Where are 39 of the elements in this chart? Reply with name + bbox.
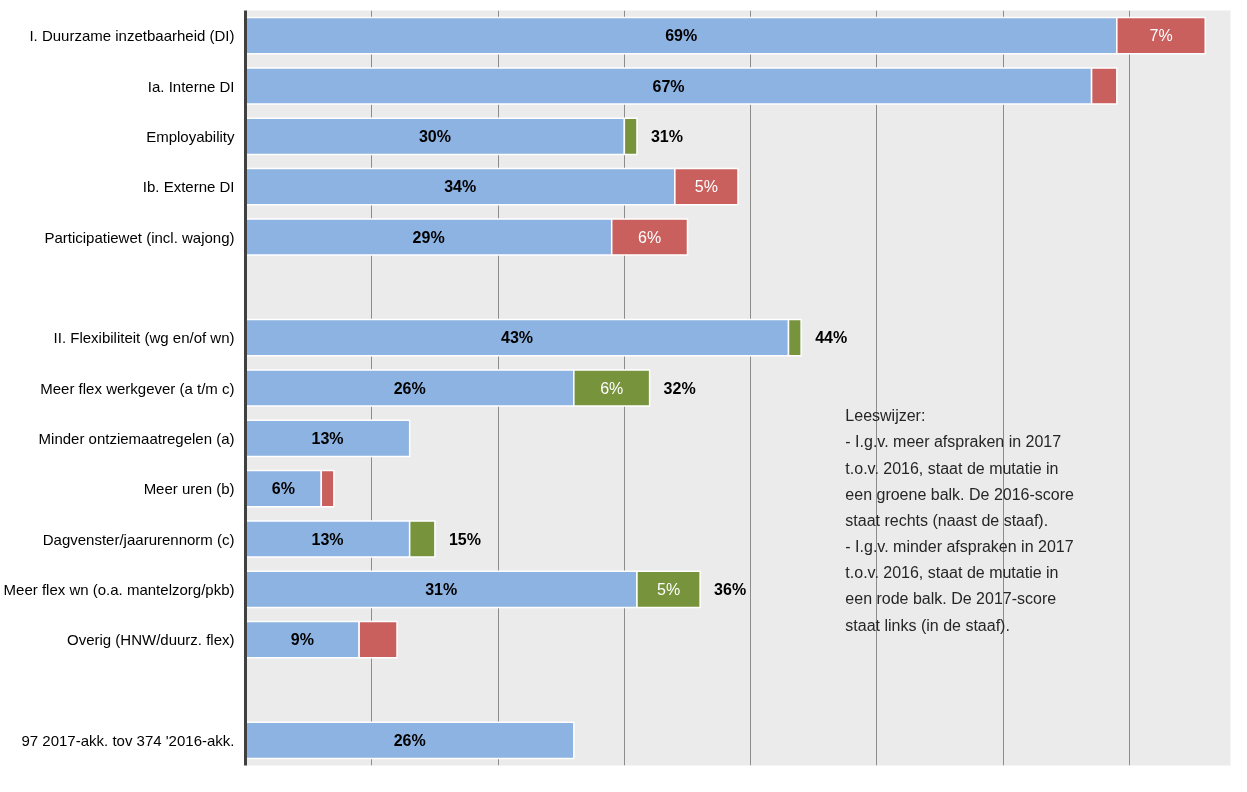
y-tick-label: Meer flex werkgever (a t/m c) <box>40 379 235 397</box>
bar <box>245 419 411 458</box>
y-tick-label: Employability <box>146 127 235 145</box>
data-label: 31% <box>425 580 458 598</box>
total-label: 36% <box>714 580 747 598</box>
total-label: 31% <box>650 127 684 145</box>
y-tick-label: 97 2017-akk. tov 374 '2016-akk. <box>21 731 235 749</box>
data-label: 6% <box>638 228 662 246</box>
data-label: 67% <box>652 77 685 95</box>
data-label: 30% <box>418 127 451 145</box>
data-label: 5% <box>694 178 718 196</box>
data-label: 13% <box>311 530 344 548</box>
bar <box>245 721 575 760</box>
data-label: 34% <box>444 178 477 196</box>
y-tick-label: II. Flexibiliteit (wg en/of wn) <box>53 329 235 347</box>
y-tick-label: Minder ontziemaatregelen (a) <box>38 429 235 447</box>
data-label: 29% <box>412 228 445 246</box>
y-tick-label: Meer flex wn (o.a. mantelzorg/pkb) <box>3 580 235 598</box>
data-label: 26% <box>393 379 426 397</box>
data-label: 9% <box>290 631 314 649</box>
data-label: 43% <box>500 329 534 347</box>
data-label: 6% <box>271 480 295 498</box>
y-tick-label: I. Duurzame inzetbaarheid (DI) <box>29 27 235 45</box>
data-label: 13% <box>311 429 344 447</box>
y-tick-label: Dagvenster/jaarurennorm (c) <box>42 530 235 548</box>
total-label: 32% <box>663 379 696 397</box>
data-label: 5% <box>656 580 681 598</box>
total-label: 15% <box>448 530 481 548</box>
data-label: 69% <box>665 27 698 45</box>
y-tick-label: Ib. Externe DI <box>142 178 235 196</box>
data-label: 26% <box>393 731 426 749</box>
total-label: 44% <box>815 329 848 347</box>
y-tick-label: Meer uren (b) <box>143 480 235 498</box>
y-tick-label: Ia. Interne DI <box>147 77 235 95</box>
y-tick-label: Participatiewet (incl. wajong) <box>44 228 235 246</box>
data-label: 6% <box>600 379 624 397</box>
y-tick-label: Overig (HNW/duurz. flex) <box>66 631 235 649</box>
text: Leeswijzer: - I.g.v. meer afspraken in 2017 t.o.v. 2016, staat de mutatie in een groene balk. De 2016-score staat rechts (naast de staaf). - I.g.v. minder afspraken in 2017 t.o.v. 2016, staat de mutatie in een rode balk. De 2017-score staat links (in de staaf). <box>845 407 1074 634</box>
data-label: 7% <box>1149 27 1173 45</box>
